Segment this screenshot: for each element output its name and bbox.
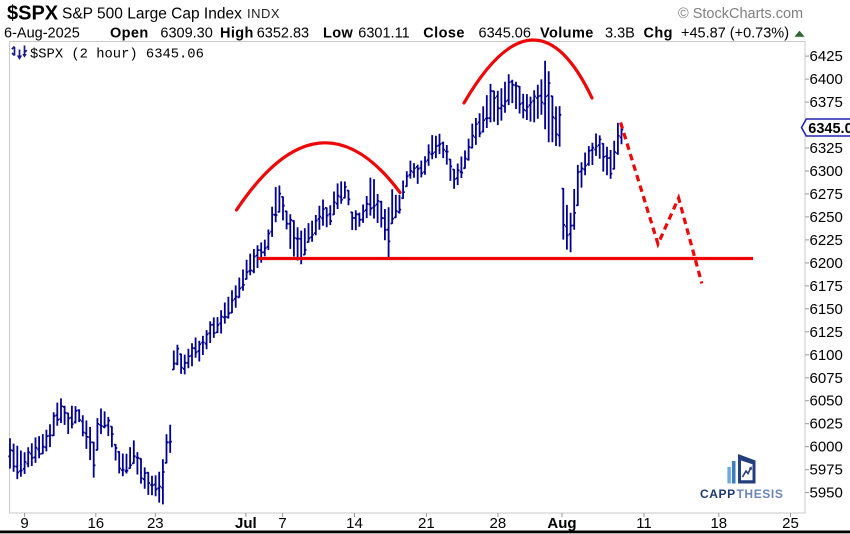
svg-text:6175: 6175 xyxy=(810,278,843,295)
svg-text:$SPX: $SPX xyxy=(7,3,59,25)
svg-text:6309.30: 6309.30 xyxy=(160,26,212,42)
svg-text:6-Aug-2025: 6-Aug-2025 xyxy=(4,26,80,42)
svg-text:6250: 6250 xyxy=(810,209,843,226)
svg-text:21: 21 xyxy=(418,515,435,532)
svg-text:6225: 6225 xyxy=(810,232,843,249)
svg-text:16: 16 xyxy=(87,515,104,532)
svg-text:$SPX (2 hour) 6345.06: $SPX (2 hour) 6345.06 xyxy=(30,46,204,62)
svg-text:6000: 6000 xyxy=(810,439,843,456)
svg-text:INDX: INDX xyxy=(247,6,280,21)
svg-text:THESIS: THESIS xyxy=(737,487,784,501)
svg-text:6425: 6425 xyxy=(810,48,843,65)
svg-text:Aug: Aug xyxy=(547,515,576,532)
svg-text:Jul: Jul xyxy=(235,515,257,532)
svg-text:Low: Low xyxy=(323,26,354,42)
svg-text:High: High xyxy=(220,26,254,42)
svg-text:9: 9 xyxy=(20,515,28,532)
svg-text:6345.06: 6345.06 xyxy=(808,121,850,137)
svg-text:© StockCharts.com: © StockCharts.com xyxy=(678,6,803,22)
svg-text:28: 28 xyxy=(490,515,507,532)
svg-text:Volume: Volume xyxy=(540,26,594,42)
svg-text:6325: 6325 xyxy=(810,140,843,157)
svg-text:18: 18 xyxy=(710,515,727,532)
svg-text:6352.83: 6352.83 xyxy=(257,26,309,42)
svg-text:CAPP: CAPP xyxy=(700,487,736,501)
svg-text:+45.87 (+0.73%): +45.87 (+0.73%) xyxy=(681,26,789,42)
svg-text:6300: 6300 xyxy=(810,163,843,180)
svg-text:6375: 6375 xyxy=(810,94,843,111)
svg-text:6100: 6100 xyxy=(810,347,843,364)
svg-text:6150: 6150 xyxy=(810,301,843,318)
svg-text:5950: 5950 xyxy=(810,485,843,502)
svg-text:25: 25 xyxy=(782,515,799,532)
svg-text:23: 23 xyxy=(147,515,164,532)
svg-text:14: 14 xyxy=(346,515,363,532)
svg-text:3.3B: 3.3B xyxy=(605,26,635,42)
svg-text:6400: 6400 xyxy=(810,71,843,88)
svg-text:Open: Open xyxy=(110,26,149,42)
svg-text:6125: 6125 xyxy=(810,324,843,341)
svg-text:6301.11: 6301.11 xyxy=(358,26,409,42)
svg-text:Close: Close xyxy=(423,26,465,42)
svg-text:11: 11 xyxy=(636,515,652,532)
svg-text:7: 7 xyxy=(278,515,286,532)
svg-text:6075: 6075 xyxy=(810,370,843,387)
svg-text:6050: 6050 xyxy=(810,393,843,410)
svg-text:S&P 500 Large Cap Index: S&P 500 Large Cap Index xyxy=(62,6,242,23)
svg-text:6275: 6275 xyxy=(810,186,843,203)
svg-text:6345.06: 6345.06 xyxy=(479,26,531,42)
svg-text:6025: 6025 xyxy=(810,416,843,433)
svg-text:Chg: Chg xyxy=(644,26,673,42)
svg-text:6200: 6200 xyxy=(810,255,843,272)
svg-text:5975: 5975 xyxy=(810,462,843,479)
